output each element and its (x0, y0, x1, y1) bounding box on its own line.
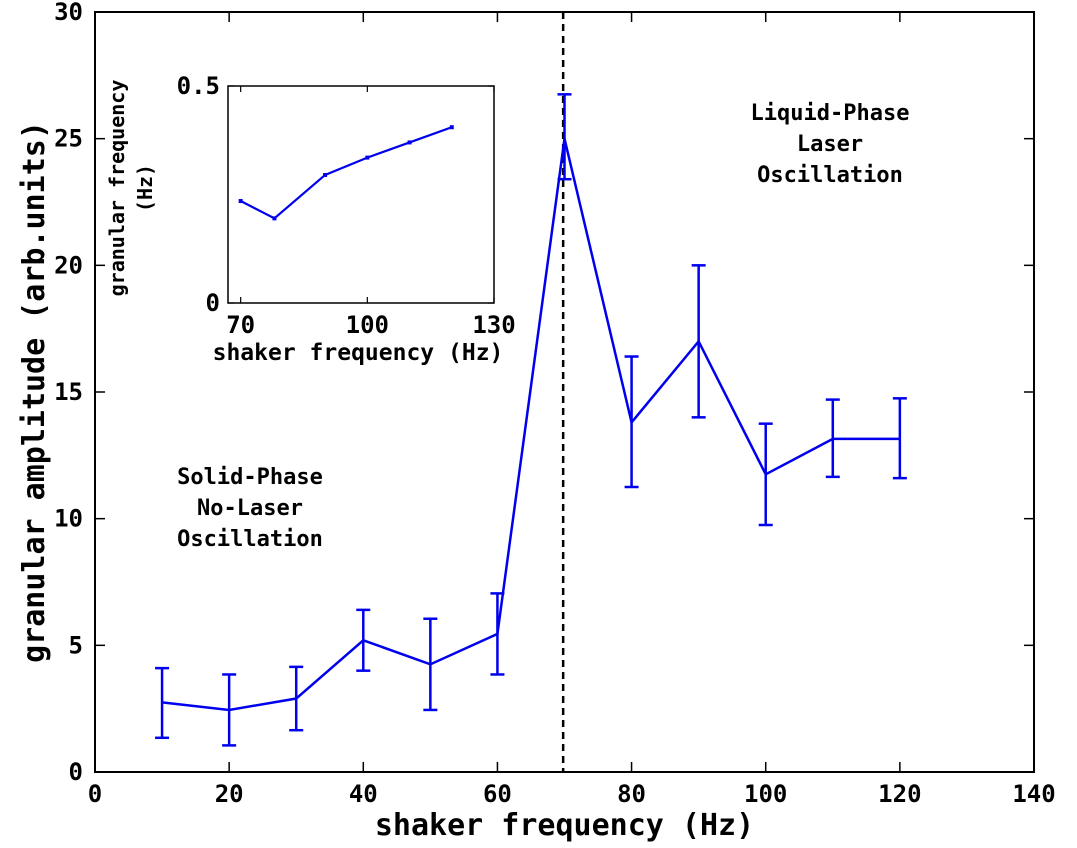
x-tick-label: 60 (483, 780, 512, 808)
x-tick-label: 40 (349, 780, 378, 808)
y-tick-label: 20 (54, 251, 83, 279)
error-bar (222, 673, 237, 747)
liquid-phase-annotation: Liquid-Phase Laser Oscillation (751, 101, 910, 188)
error-bar (423, 617, 438, 712)
inset-point (238, 199, 243, 204)
annotation-line: Laser (797, 132, 863, 157)
inset-x-tick-label: 130 (472, 311, 515, 339)
annotation-line: Solid-Phase (177, 465, 323, 490)
inset-y-axis-title: granular frequency (105, 80, 129, 297)
x-tick-label: 140 (1012, 780, 1055, 808)
error-bar (825, 398, 840, 479)
y-tick-label: 0 (69, 758, 83, 786)
y-axis-title: granular amplitude (arb.units) (17, 121, 52, 663)
x-axis-title: shaker frequency (Hz) (375, 808, 754, 843)
inset-point (272, 216, 277, 221)
error-bar (557, 93, 572, 181)
annotation-line: Oscillation (177, 527, 323, 552)
error-bar (691, 264, 706, 419)
y-tick-label: 10 (54, 505, 83, 533)
error-bar (155, 666, 170, 740)
annotation-line: No-Laser (197, 496, 303, 521)
x-tick-label: 120 (878, 780, 921, 808)
error-bar (356, 608, 371, 672)
x-tick-label: 0 (88, 780, 102, 808)
y-tick-label: 25 (54, 125, 83, 153)
inset-y-axis-title-unit: (Hz) (133, 164, 157, 212)
annotation-line: Liquid-Phase (751, 101, 910, 126)
error-bar (892, 397, 907, 480)
error-bar (758, 422, 773, 527)
inset-y-tick-label: 0.5 (177, 72, 220, 100)
inset-x-tick-label: 70 (226, 311, 255, 339)
inset-y-tick-label: 0 (206, 289, 220, 317)
error-bar (289, 665, 304, 732)
inset-x-tick-label: 100 (346, 311, 389, 339)
inset-series-line (240, 126, 453, 220)
inset-plot-frame (227, 85, 495, 304)
inset-point (323, 172, 328, 177)
x-tick-label: 80 (617, 780, 646, 808)
error-bar (490, 592, 505, 676)
y-tick-label: 5 (69, 631, 83, 659)
x-tick-label: 20 (215, 780, 244, 808)
inset-point (407, 140, 412, 145)
solid-phase-annotation: Solid-Phase No-Laser Oscillation (177, 465, 323, 552)
main-axis-ticks: 0 20 40 60 80 100 120 140 0 5 10 15 20 25 30 (54, 0, 1056, 808)
x-tick-label: 100 (744, 780, 787, 808)
error-bar (624, 355, 639, 489)
inset-point (449, 125, 454, 130)
annotation-line: Oscillation (757, 163, 903, 188)
inset-axis-ticks: 70 100 130 0 0.5 (177, 72, 516, 339)
y-tick-label: 30 (54, 0, 83, 26)
series-line (161, 138, 900, 712)
inset-x-axis-title: shaker frequency (Hz) (213, 340, 504, 366)
y-tick-label: 15 (54, 378, 83, 406)
main-series (155, 12, 907, 772)
inset-point (365, 155, 370, 160)
inset-chart: 70 100 130 0 0.5 shaker frequency (Hz) granu… (105, 72, 516, 366)
inset-series (238, 125, 454, 221)
